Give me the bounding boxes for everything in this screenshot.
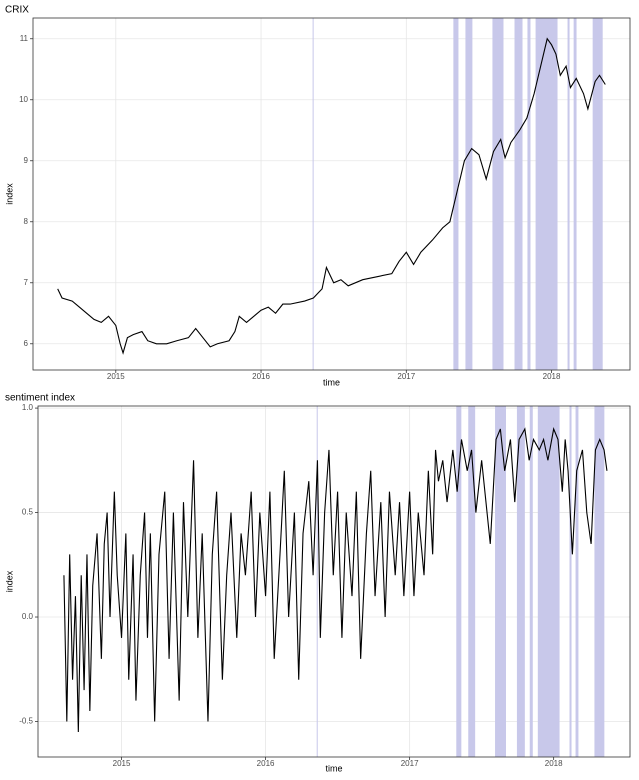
x-tick-label: 2016 xyxy=(257,759,275,768)
highlight-band xyxy=(535,18,558,370)
y-tick-label: 9 xyxy=(24,156,29,165)
y-tick-label: 0.5 xyxy=(22,508,34,517)
plot-border xyxy=(37,405,631,758)
highlight-band xyxy=(492,18,504,370)
y-tick-label: 7 xyxy=(24,278,29,287)
highlight-band xyxy=(465,18,473,370)
highlight-band xyxy=(575,406,579,757)
highlight-band xyxy=(495,406,506,757)
highlight-band xyxy=(569,406,572,757)
x-tick-label: 2015 xyxy=(113,759,131,768)
x-tick-label: 2018 xyxy=(543,372,561,381)
highlight-band xyxy=(516,406,525,757)
chart-title: sentiment index xyxy=(5,393,75,404)
data-line xyxy=(57,37,606,355)
x-axis-label: time xyxy=(323,377,340,387)
highlight-band xyxy=(594,406,605,757)
chart-title: CRIX xyxy=(5,5,29,16)
y-axis-label: index xyxy=(4,570,14,592)
x-tick-label: 2017 xyxy=(397,372,415,381)
highlight-band xyxy=(514,18,523,370)
x-tick-label: 2016 xyxy=(252,372,270,381)
highlight-band xyxy=(312,18,314,370)
highlight-band xyxy=(456,406,462,757)
highlight-band xyxy=(527,18,531,370)
highlight-band xyxy=(537,406,560,757)
y-tick-label: 10 xyxy=(19,95,28,104)
x-tick-label: 2017 xyxy=(401,759,419,768)
y-tick-label: 11 xyxy=(20,34,29,43)
y-tick-label: 0.0 xyxy=(22,612,34,621)
highlight-band xyxy=(529,406,533,757)
y-axis-label: index xyxy=(4,183,14,205)
x-tick-label: 2018 xyxy=(545,759,563,768)
data-line xyxy=(63,427,608,732)
x-tick-label: 2015 xyxy=(107,372,125,381)
y-tick-label: -0.5 xyxy=(19,717,33,726)
highlight-band xyxy=(567,18,570,370)
highlight-band xyxy=(468,406,476,757)
y-tick-label: 8 xyxy=(24,217,29,226)
y-tick-label: 6 xyxy=(24,339,29,348)
x-axis-label: time xyxy=(325,763,342,773)
y-tick-label: 1.0 xyxy=(22,403,34,412)
highlight-band xyxy=(592,18,603,370)
plot-border xyxy=(32,17,631,371)
highlight-band xyxy=(316,406,318,757)
highlight-band xyxy=(453,18,459,370)
highlight-band xyxy=(573,18,577,370)
